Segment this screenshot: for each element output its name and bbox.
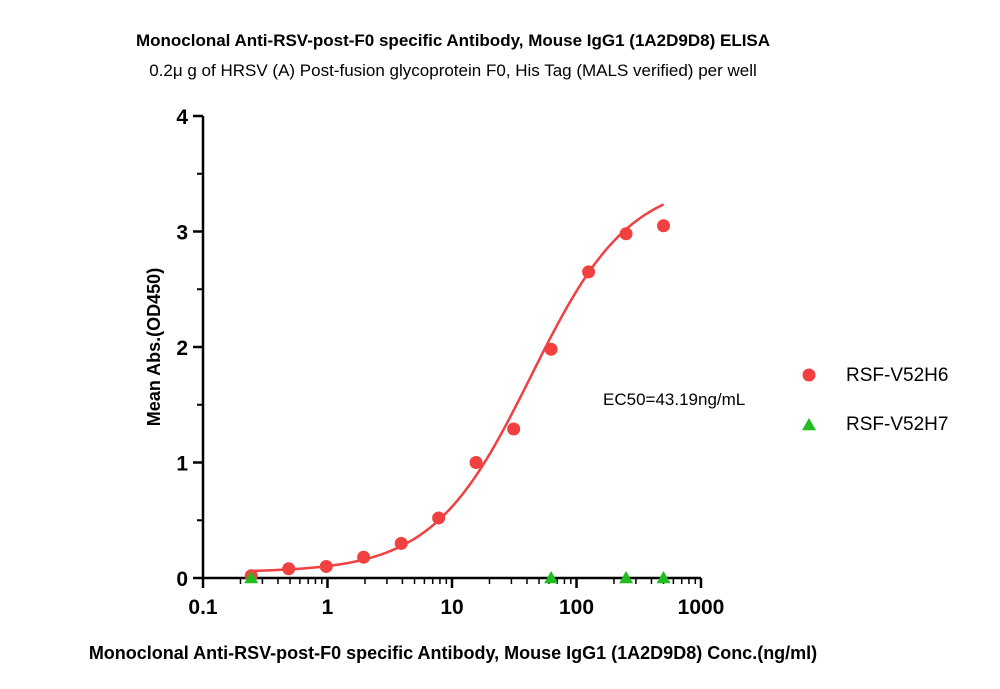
y-tick-label: 3 xyxy=(176,222,188,245)
data-point-rsf-v52h6 xyxy=(657,219,671,233)
data-point-rsf-v52h6 xyxy=(319,559,333,573)
data-point-rsf-v52h7 xyxy=(656,571,671,584)
data-point-rsf-v52h7 xyxy=(619,571,634,584)
y-tick-label: 4 xyxy=(176,106,188,129)
fit-curve xyxy=(251,203,665,573)
ec50-annotation: EC50=43.19ng/mL xyxy=(603,390,745,409)
legend-item-rsf-v52h7: RSF-V52H7 xyxy=(802,414,948,435)
data-point-rsf-v52h6 xyxy=(282,562,296,576)
axes xyxy=(201,116,701,580)
y-tick-label: 0 xyxy=(176,568,188,591)
data-point-rsf-v52h7 xyxy=(544,571,559,584)
legend-label-rsf-v52h7: RSF-V52H7 xyxy=(846,414,948,435)
data-point-rsf-v52h6 xyxy=(469,456,483,469)
x-tick-label: 1000 xyxy=(678,596,725,619)
chart-subtitle: 0.2μ g of HRSV (A) Post-fusion glycoprot… xyxy=(149,61,757,80)
series-markers xyxy=(244,219,671,584)
y-tick-label: 2 xyxy=(176,337,188,360)
legend-marker-rsf-v52h6 xyxy=(802,368,816,382)
x-axis-label: Monoclonal Anti-RSV-post-F0 specific Ant… xyxy=(89,643,817,663)
legend: RSF-V52H6 RSF-V52H7 xyxy=(802,365,948,435)
y-axis-label: Mean Abs.(OD450) xyxy=(144,268,164,426)
x-tick-label: 0.1 xyxy=(188,596,218,619)
legend-label-rsf-v52h6: RSF-V52H6 xyxy=(846,365,948,386)
chart-title: Monoclonal Anti-RSV-post-F0 specific Ant… xyxy=(136,31,770,50)
data-point-rsf-v52h6 xyxy=(357,550,371,564)
x-tick-label: 1 xyxy=(322,596,334,619)
data-point-rsf-v52h6 xyxy=(432,511,446,525)
data-point-rsf-v52h7 xyxy=(244,571,259,584)
x-ticks: 0.1 1 10 100 1000 xyxy=(188,578,724,619)
data-point-rsf-v52h6 xyxy=(544,342,558,356)
x-tick-label: 100 xyxy=(559,596,594,619)
x-tick-label: 10 xyxy=(440,596,463,619)
data-point-rsf-v52h6 xyxy=(582,265,596,279)
legend-item-rsf-v52h6: RSF-V52H6 xyxy=(802,365,948,386)
data-point-rsf-v52h6 xyxy=(619,227,633,241)
data-point-rsf-v52h6 xyxy=(394,536,408,550)
y-tick-label: 1 xyxy=(176,453,188,476)
y-ticks: 0 1 2 3 4 xyxy=(176,106,203,591)
data-point-rsf-v52h6 xyxy=(507,422,521,436)
legend-marker-rsf-v52h7 xyxy=(802,418,816,431)
